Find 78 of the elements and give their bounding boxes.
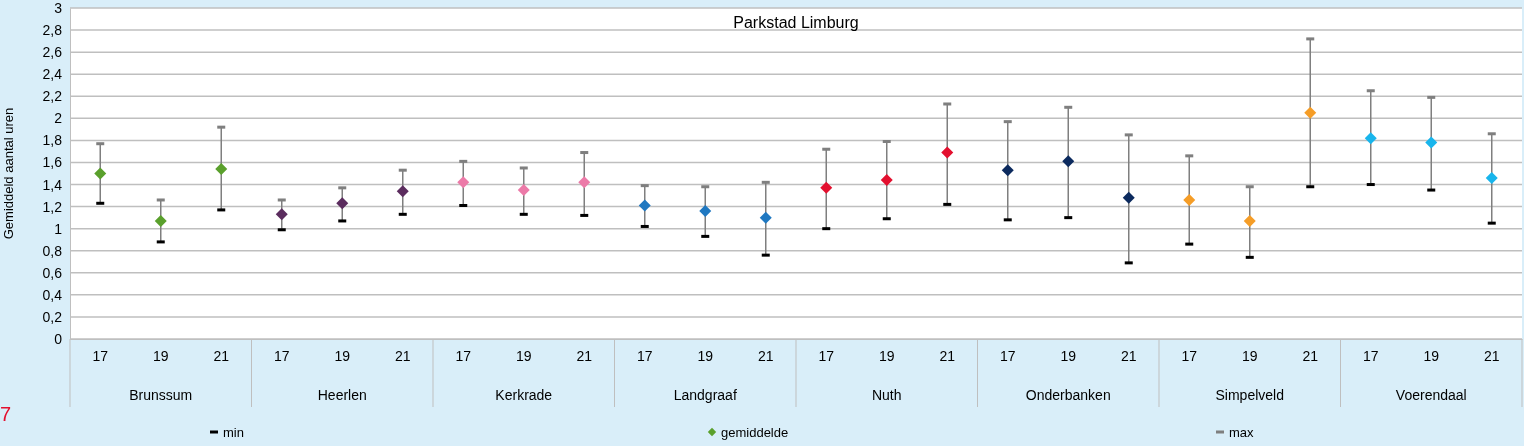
point bbox=[638, 199, 651, 212]
x-tick-label: 21 bbox=[213, 347, 230, 364]
point bbox=[517, 184, 530, 197]
x-tick-label: 21 bbox=[1120, 347, 1137, 364]
point bbox=[941, 146, 954, 159]
x-tick-label: 19 bbox=[1423, 347, 1440, 364]
point bbox=[1001, 164, 1014, 177]
point bbox=[94, 167, 107, 180]
x-tick-label: 19 bbox=[334, 347, 351, 364]
x-tick-label: 17 bbox=[1181, 347, 1198, 364]
legend-label: max bbox=[1229, 425, 1255, 440]
x-tick-label: 17 bbox=[273, 347, 290, 364]
y-tick-label: 2 bbox=[54, 110, 63, 127]
point bbox=[1062, 155, 1075, 168]
y-tick-label: 1,6 bbox=[42, 154, 63, 171]
point bbox=[820, 181, 833, 194]
x-tick-label: 21 bbox=[939, 347, 956, 364]
chart-title: Parkstad Limburg bbox=[733, 14, 859, 31]
y-tick-label: 0,2 bbox=[42, 308, 63, 325]
point bbox=[1425, 136, 1438, 149]
legend-label: gemiddelde bbox=[721, 425, 789, 440]
x-tick-label: 17 bbox=[818, 347, 835, 364]
x-tick-label: 19 bbox=[1241, 347, 1258, 364]
text: 7 bbox=[0, 403, 12, 425]
point bbox=[215, 163, 228, 176]
point bbox=[457, 176, 470, 189]
x-tick-label: 19 bbox=[697, 347, 714, 364]
y-tick-label: 1,2 bbox=[42, 198, 63, 215]
y-tick-label: 2,4 bbox=[42, 66, 63, 83]
point bbox=[1183, 193, 1196, 206]
y-tick-label: 2,8 bbox=[42, 22, 63, 39]
text: Brunssum bbox=[129, 387, 193, 403]
y-tick-label: 0,8 bbox=[42, 242, 63, 259]
x-tick-label: 21 bbox=[757, 347, 774, 364]
x-tick-label: 17 bbox=[636, 347, 653, 364]
x-tick-label: 21 bbox=[576, 347, 593, 364]
y-tick-label: 0 bbox=[54, 330, 63, 347]
x-tick-label: 17 bbox=[1362, 347, 1379, 364]
y-tick-label: 2,2 bbox=[42, 88, 63, 105]
y-tick-label: 1 bbox=[54, 220, 63, 237]
point bbox=[1364, 132, 1377, 145]
text: Landgraaf bbox=[673, 387, 737, 403]
point bbox=[1243, 214, 1256, 227]
y-tick-label: 1,4 bbox=[42, 176, 63, 193]
y-tick-label: 1,8 bbox=[42, 132, 63, 149]
text: Simpelveld bbox=[1215, 387, 1284, 403]
text: Voerendaal bbox=[1395, 387, 1467, 403]
point bbox=[154, 214, 167, 227]
point bbox=[1485, 171, 1498, 184]
point bbox=[759, 211, 772, 224]
point bbox=[1304, 106, 1317, 119]
x-tick-label: 17 bbox=[999, 347, 1016, 364]
text: Kerkrade bbox=[495, 387, 553, 403]
x-tick-label: 19 bbox=[1060, 347, 1077, 364]
point bbox=[578, 176, 591, 189]
point bbox=[1122, 191, 1135, 204]
legend-label: min bbox=[223, 425, 244, 440]
y-tick-label: 0,4 bbox=[42, 286, 63, 303]
point bbox=[699, 205, 712, 218]
y-axis-title: Gemiddeld aantal uren bbox=[1, 107, 16, 240]
x-tick-label: 19 bbox=[152, 347, 169, 364]
x-tick-label: 21 bbox=[1483, 347, 1500, 364]
y-tick-label: 0,6 bbox=[42, 264, 63, 281]
y-tick-label: 2,6 bbox=[42, 44, 63, 61]
text: Heerlen bbox=[317, 387, 367, 403]
point bbox=[275, 208, 288, 221]
point bbox=[880, 174, 893, 187]
x-tick-label: 21 bbox=[394, 347, 411, 364]
x-tick-label: 17 bbox=[455, 347, 472, 364]
text: Onderbanken bbox=[1025, 387, 1111, 403]
x-tick-label: 19 bbox=[515, 347, 532, 364]
y-tick-label: 3 bbox=[54, 0, 63, 16]
x-tick-label: 19 bbox=[878, 347, 895, 364]
x-tick-label: 17 bbox=[92, 347, 109, 364]
x-tick-label: 21 bbox=[1302, 347, 1319, 364]
point bbox=[336, 197, 349, 210]
point bbox=[396, 185, 409, 198]
text: Nuth bbox=[871, 387, 902, 403]
